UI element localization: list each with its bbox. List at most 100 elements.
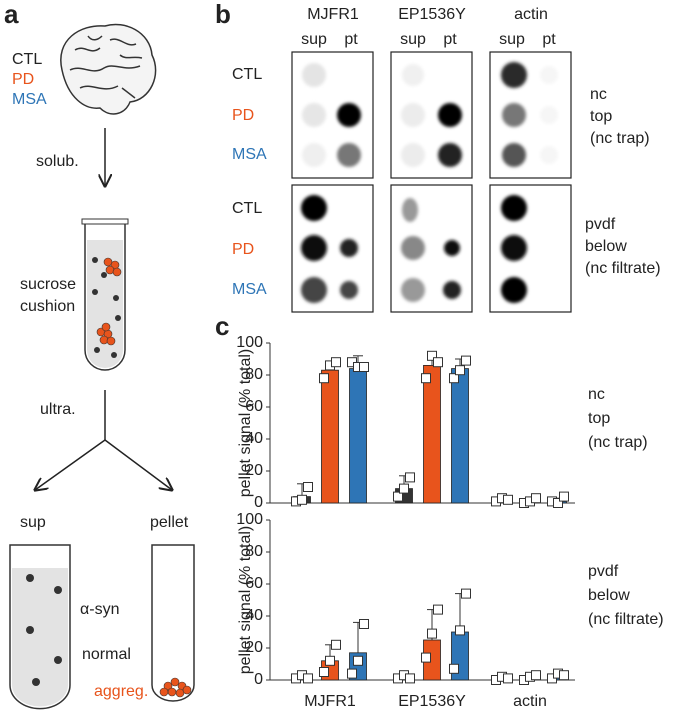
- y-tick-label: 40: [245, 607, 263, 624]
- data-point: [353, 655, 363, 666]
- data-point: [319, 667, 329, 677]
- data-point: [433, 604, 443, 615]
- data-point: [461, 588, 471, 599]
- y-tick-label: 40: [245, 430, 263, 447]
- y-tick-label: 60: [245, 398, 263, 415]
- annotation: below: [588, 587, 630, 604]
- data-point: [347, 668, 357, 679]
- data-point: [449, 663, 459, 674]
- data-point: [421, 373, 431, 384]
- step-label: sucrose: [20, 276, 76, 293]
- fraction-label: sup: [499, 31, 525, 48]
- fraction-label: pellet: [150, 514, 189, 531]
- y-tick-label: 0: [254, 494, 263, 511]
- pellet-tube: [151, 544, 195, 702]
- sup-tube: [9, 544, 71, 710]
- row-label: CTL: [232, 66, 262, 83]
- data-point: [399, 483, 409, 494]
- annotation: nc: [588, 386, 605, 403]
- fraction-label: pt: [443, 31, 457, 48]
- data-point: [433, 357, 443, 368]
- data-point: [427, 350, 437, 361]
- data-point: [297, 494, 307, 505]
- membrane-label: nc: [590, 86, 607, 103]
- split-arrow: [35, 390, 172, 490]
- bar: [321, 369, 339, 504]
- bar: [349, 368, 367, 504]
- tube-label: aggreg.: [94, 683, 148, 700]
- brain: [60, 23, 157, 115]
- y-tick-label: 100: [236, 511, 263, 528]
- annotation: top: [588, 410, 610, 427]
- fraction-label: pt: [344, 31, 358, 48]
- annotation: (nc trap): [588, 434, 648, 451]
- membrane-label: below: [585, 238, 627, 255]
- data-point: [559, 491, 569, 502]
- membrane-label: (nc trap): [590, 130, 650, 147]
- data-point: [331, 357, 341, 368]
- group-label: PD: [12, 71, 34, 88]
- antibody-label: MJFR1: [307, 6, 359, 23]
- fraction-label: sup: [301, 31, 327, 48]
- row-label: CTL: [232, 200, 262, 217]
- data-point: [503, 673, 513, 684]
- annotation: (nc filtrate): [588, 611, 664, 628]
- data-point: [405, 673, 415, 684]
- panel-label: a: [4, 0, 19, 29]
- data-point: [503, 494, 513, 505]
- data-point: [303, 673, 313, 684]
- row-label: MSA: [232, 281, 267, 298]
- y-tick-label: 80: [245, 366, 263, 383]
- membrane-label: top: [590, 108, 612, 125]
- step-label: ultra.: [40, 401, 76, 418]
- membrane-label: (nc filtrate): [585, 260, 661, 277]
- step-label: cushion: [20, 298, 75, 315]
- data-point: [359, 362, 369, 372]
- x-tick-label: actin: [513, 693, 547, 710]
- y-tick-label: 0: [254, 671, 263, 688]
- y-tick-label: 20: [245, 462, 263, 479]
- y-tick-label: 100: [236, 334, 263, 351]
- y-axis-label: pellet signal (% total): [237, 349, 254, 498]
- data-point: [405, 472, 415, 483]
- tube-label: normal: [82, 646, 131, 663]
- antibody-label: actin: [514, 6, 548, 23]
- group-label: CTL: [12, 51, 42, 68]
- panel-label: b: [215, 0, 231, 29]
- data-point: [393, 491, 403, 502]
- data-point: [319, 373, 329, 384]
- y-axis-label: pellet signal (% total): [237, 526, 254, 675]
- row-label: PD: [232, 107, 254, 124]
- data-point: [531, 493, 541, 504]
- blot-dots: [301, 62, 558, 303]
- data-point: [421, 652, 431, 663]
- fraction-label: sup: [400, 31, 426, 48]
- x-tick-label: MJFR1: [304, 693, 356, 710]
- y-tick-label: 80: [245, 543, 263, 560]
- data-point: [359, 619, 369, 629]
- tube: [81, 218, 129, 371]
- x-tick-label: EP1536Y: [398, 693, 466, 710]
- data-point: [427, 628, 437, 639]
- data-point: [553, 498, 563, 508]
- fraction-label: pt: [542, 31, 556, 48]
- row-label: PD: [232, 241, 254, 258]
- data-point: [559, 670, 569, 681]
- annotation: pvdf: [588, 563, 619, 580]
- row-label: MSA: [232, 146, 267, 163]
- data-point: [331, 639, 341, 650]
- blot-boxes: [291, 51, 572, 313]
- membrane-label: pvdf: [585, 216, 616, 233]
- bar: [451, 368, 469, 504]
- y-tick-label: 60: [245, 575, 263, 592]
- data-point: [325, 655, 335, 666]
- data-point: [461, 355, 471, 366]
- data-point: [531, 670, 541, 681]
- data-point: [303, 482, 313, 492]
- data-point: [449, 373, 459, 384]
- antibody-label: EP1536Y: [398, 6, 466, 23]
- tube-label: α-syn: [80, 601, 119, 618]
- data-point: [455, 625, 465, 636]
- group-label: MSA: [12, 91, 47, 108]
